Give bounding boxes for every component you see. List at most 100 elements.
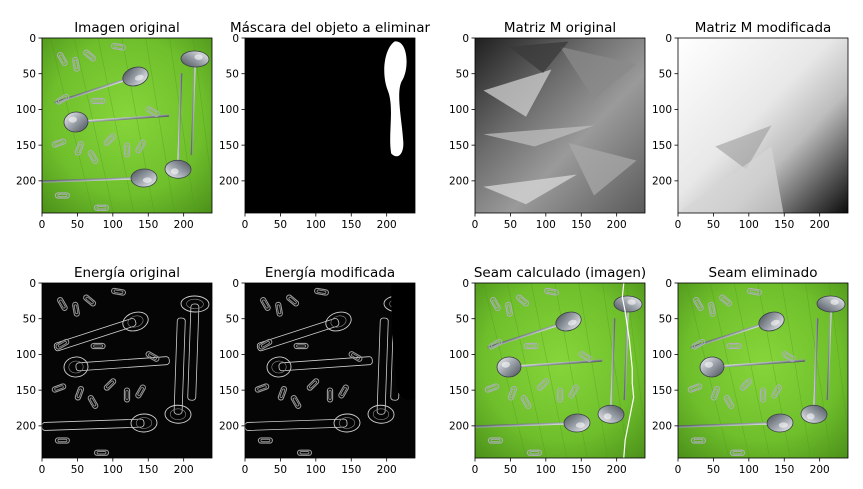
x-tick-label: 100	[536, 464, 556, 476]
axes-frame	[677, 37, 849, 214]
y-tick-label: 50	[226, 69, 239, 81]
panel-4-image	[678, 38, 848, 213]
x-tick-label: 0	[39, 464, 46, 476]
y-tick-label: 200	[449, 421, 469, 433]
panel-1: Imagen original 0 50 100 150 200 0 50 100 150 200	[16, 20, 213, 231]
y-tick-label: 150	[652, 140, 672, 152]
y-tick-label: 200	[219, 176, 239, 188]
y-tick-label: 0	[665, 278, 672, 290]
y-tick-label: 50	[456, 314, 469, 326]
x-tick-label: 100	[103, 219, 123, 231]
panel-6-image	[245, 283, 415, 458]
x-tick-label: 0	[675, 464, 682, 476]
x-tick-label: 0	[472, 219, 479, 231]
x-tick-label: 50	[707, 464, 720, 476]
y-tick-label: 50	[23, 314, 36, 326]
axes-frame	[244, 37, 416, 214]
x-tick-label: 150	[571, 219, 591, 231]
panel-3-image	[475, 38, 645, 213]
x-tick-label: 50	[504, 464, 517, 476]
panel-title: Máscara del objeto a eliminar	[230, 20, 431, 36]
y-tick-label: 100	[16, 104, 36, 116]
x-tick-label: 50	[707, 219, 720, 231]
y-tick-label: 200	[16, 421, 36, 433]
y-tick-label: 100	[16, 349, 36, 361]
panel-7-image	[475, 283, 645, 458]
y-tick-label: 0	[665, 33, 672, 45]
x-tick-label: 150	[138, 219, 158, 231]
panel-4: Matriz M modificada 0 50 100 150 200 0 50 100 150…	[652, 20, 849, 231]
x-tick-label: 200	[607, 464, 627, 476]
y-tick-label: 100	[219, 104, 239, 116]
x-tick-label: 100	[536, 219, 556, 231]
y-tick-label: 150	[219, 385, 239, 397]
x-tick-label: 0	[242, 219, 249, 231]
x-tick-label: 50	[274, 464, 287, 476]
y-tick-label: 50	[659, 314, 672, 326]
panel-title: Seam eliminado	[709, 265, 818, 281]
y-tick-label: 50	[659, 69, 672, 81]
x-tick-label: 50	[274, 219, 287, 231]
y-tick-label: 150	[652, 385, 672, 397]
x-tick-label: 150	[571, 464, 591, 476]
panel-title: Matriz M modificada	[695, 20, 832, 36]
y-tick-label: 100	[219, 349, 239, 361]
x-tick-label: 200	[607, 219, 627, 231]
panel-7: Seam calculado (imagen) 0 50 100 150 200 0 50 10…	[449, 265, 646, 476]
y-tick-label: 50	[226, 314, 239, 326]
x-tick-label: 50	[504, 219, 517, 231]
panel-3: Matriz M original 0 50 100 150 200 0 50 100 150 20…	[449, 20, 646, 231]
panel-2-image	[245, 38, 415, 213]
panel-6: Energía modificada 0 50 100 150 200 0 50 100 150 2…	[219, 265, 416, 476]
x-tick-label: 100	[306, 219, 326, 231]
x-tick-label: 200	[174, 219, 194, 231]
y-tick-label: 150	[16, 385, 36, 397]
y-tick-label: 100	[449, 104, 469, 116]
y-tick-label: 200	[652, 421, 672, 433]
axes-frame	[474, 37, 646, 214]
y-tick-label: 200	[449, 176, 469, 188]
y-tick-label: 50	[456, 69, 469, 81]
panel-8-image	[678, 283, 848, 458]
x-tick-label: 200	[810, 464, 830, 476]
x-tick-label: 150	[774, 464, 794, 476]
x-tick-label: 200	[810, 219, 830, 231]
y-tick-label: 200	[16, 176, 36, 188]
y-tick-label: 0	[232, 278, 239, 290]
x-tick-label: 0	[472, 464, 479, 476]
y-tick-label: 0	[462, 278, 469, 290]
x-tick-label: 100	[103, 464, 123, 476]
panel-title: Energía modificada	[265, 265, 395, 281]
x-tick-label: 100	[739, 219, 759, 231]
panel-title: Matriz M original	[504, 20, 616, 36]
x-tick-label: 0	[242, 464, 249, 476]
x-tick-label: 150	[774, 219, 794, 231]
y-tick-label: 100	[652, 349, 672, 361]
y-tick-label: 0	[29, 33, 36, 45]
y-tick-label: 150	[449, 140, 469, 152]
y-tick-label: 200	[219, 421, 239, 433]
y-tick-label: 150	[16, 140, 36, 152]
x-tick-label: 0	[675, 219, 682, 231]
x-tick-label: 150	[341, 219, 361, 231]
x-tick-label: 100	[306, 464, 326, 476]
axes-frame	[41, 37, 213, 214]
panel-5: Energía original 0 50 100 150 200 0 50 100 150 200	[16, 265, 213, 476]
panel-8: Seam eliminado 0 50 100 150 200 0 50 100 150 200	[652, 265, 849, 476]
x-tick-label: 50	[71, 464, 84, 476]
panel-1-image	[42, 38, 212, 213]
y-tick-label: 50	[23, 69, 36, 81]
x-tick-label: 200	[174, 464, 194, 476]
y-tick-label: 200	[652, 176, 672, 188]
y-tick-label: 0	[232, 33, 239, 45]
axes-frame	[244, 282, 416, 459]
y-tick-label: 0	[462, 33, 469, 45]
x-tick-label: 200	[377, 464, 397, 476]
x-tick-label: 150	[138, 464, 158, 476]
seam-line	[621, 283, 635, 458]
x-tick-label: 200	[377, 219, 397, 231]
axes-frame	[474, 282, 646, 459]
panel-5-image	[42, 283, 212, 458]
x-tick-label: 100	[739, 464, 759, 476]
